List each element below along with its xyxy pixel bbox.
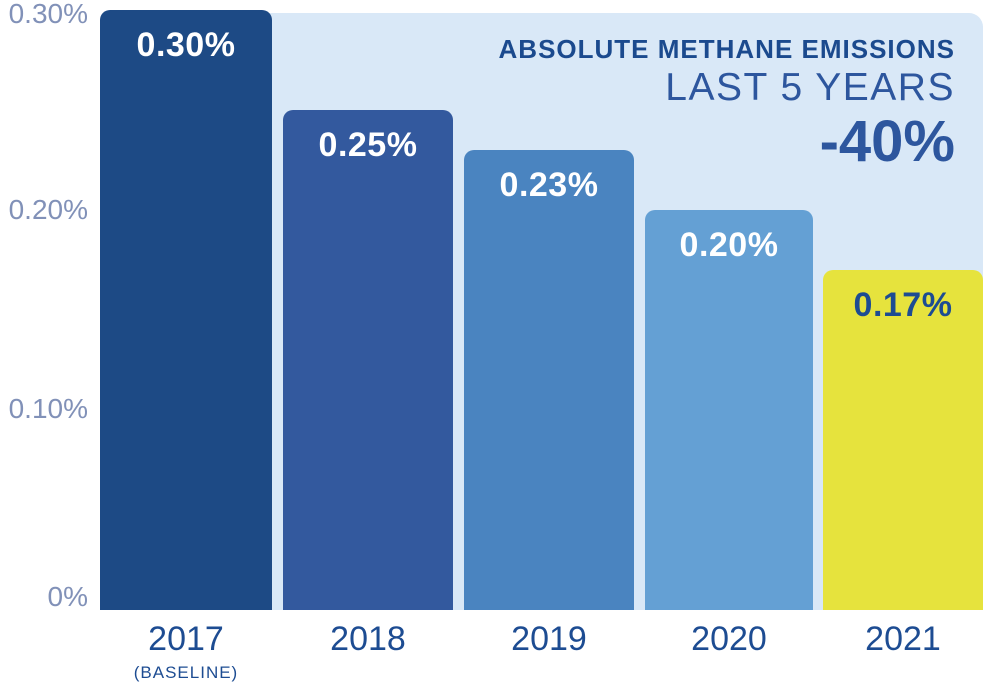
bar-value-2017: 0.30% [136,26,236,64]
chart-highlight-value: -40% [819,109,955,174]
bar-2017: 0.30% [100,10,272,610]
x-label-2021: 2021 [865,620,941,658]
y-tick-0: 0% [47,581,88,612]
bar-value-2020: 0.20% [679,226,779,264]
x-label-2018: 2018 [330,620,406,658]
bar-value-2021: 0.17% [853,286,953,324]
chart-title: ABSOLUTE METHANE EMISSIONS [498,34,955,64]
bar-2018: 0.25% [283,110,453,610]
chart-title-block: ABSOLUTE METHANE EMISSIONS LAST 5 YEARS … [499,33,955,171]
bar-2021: 0.17% [823,270,983,610]
bar-2019: 0.23% [464,150,634,610]
bar-2020: 0.20% [645,210,813,610]
x-label-2017: 2017 [148,620,224,658]
x-label-2020: 2020 [691,620,767,658]
y-tick-010: 0.10% [8,393,88,424]
bar-value-2018: 0.25% [318,126,418,164]
baseline-note: (BASELINE) [133,663,239,682]
y-tick-030: 0.30% [8,0,88,29]
x-label-2019: 2019 [511,620,587,658]
chart-subtitle: LAST 5 YEARS [665,66,955,109]
bar-value-2019: 0.23% [499,166,599,204]
y-tick-020: 0.20% [8,194,88,225]
